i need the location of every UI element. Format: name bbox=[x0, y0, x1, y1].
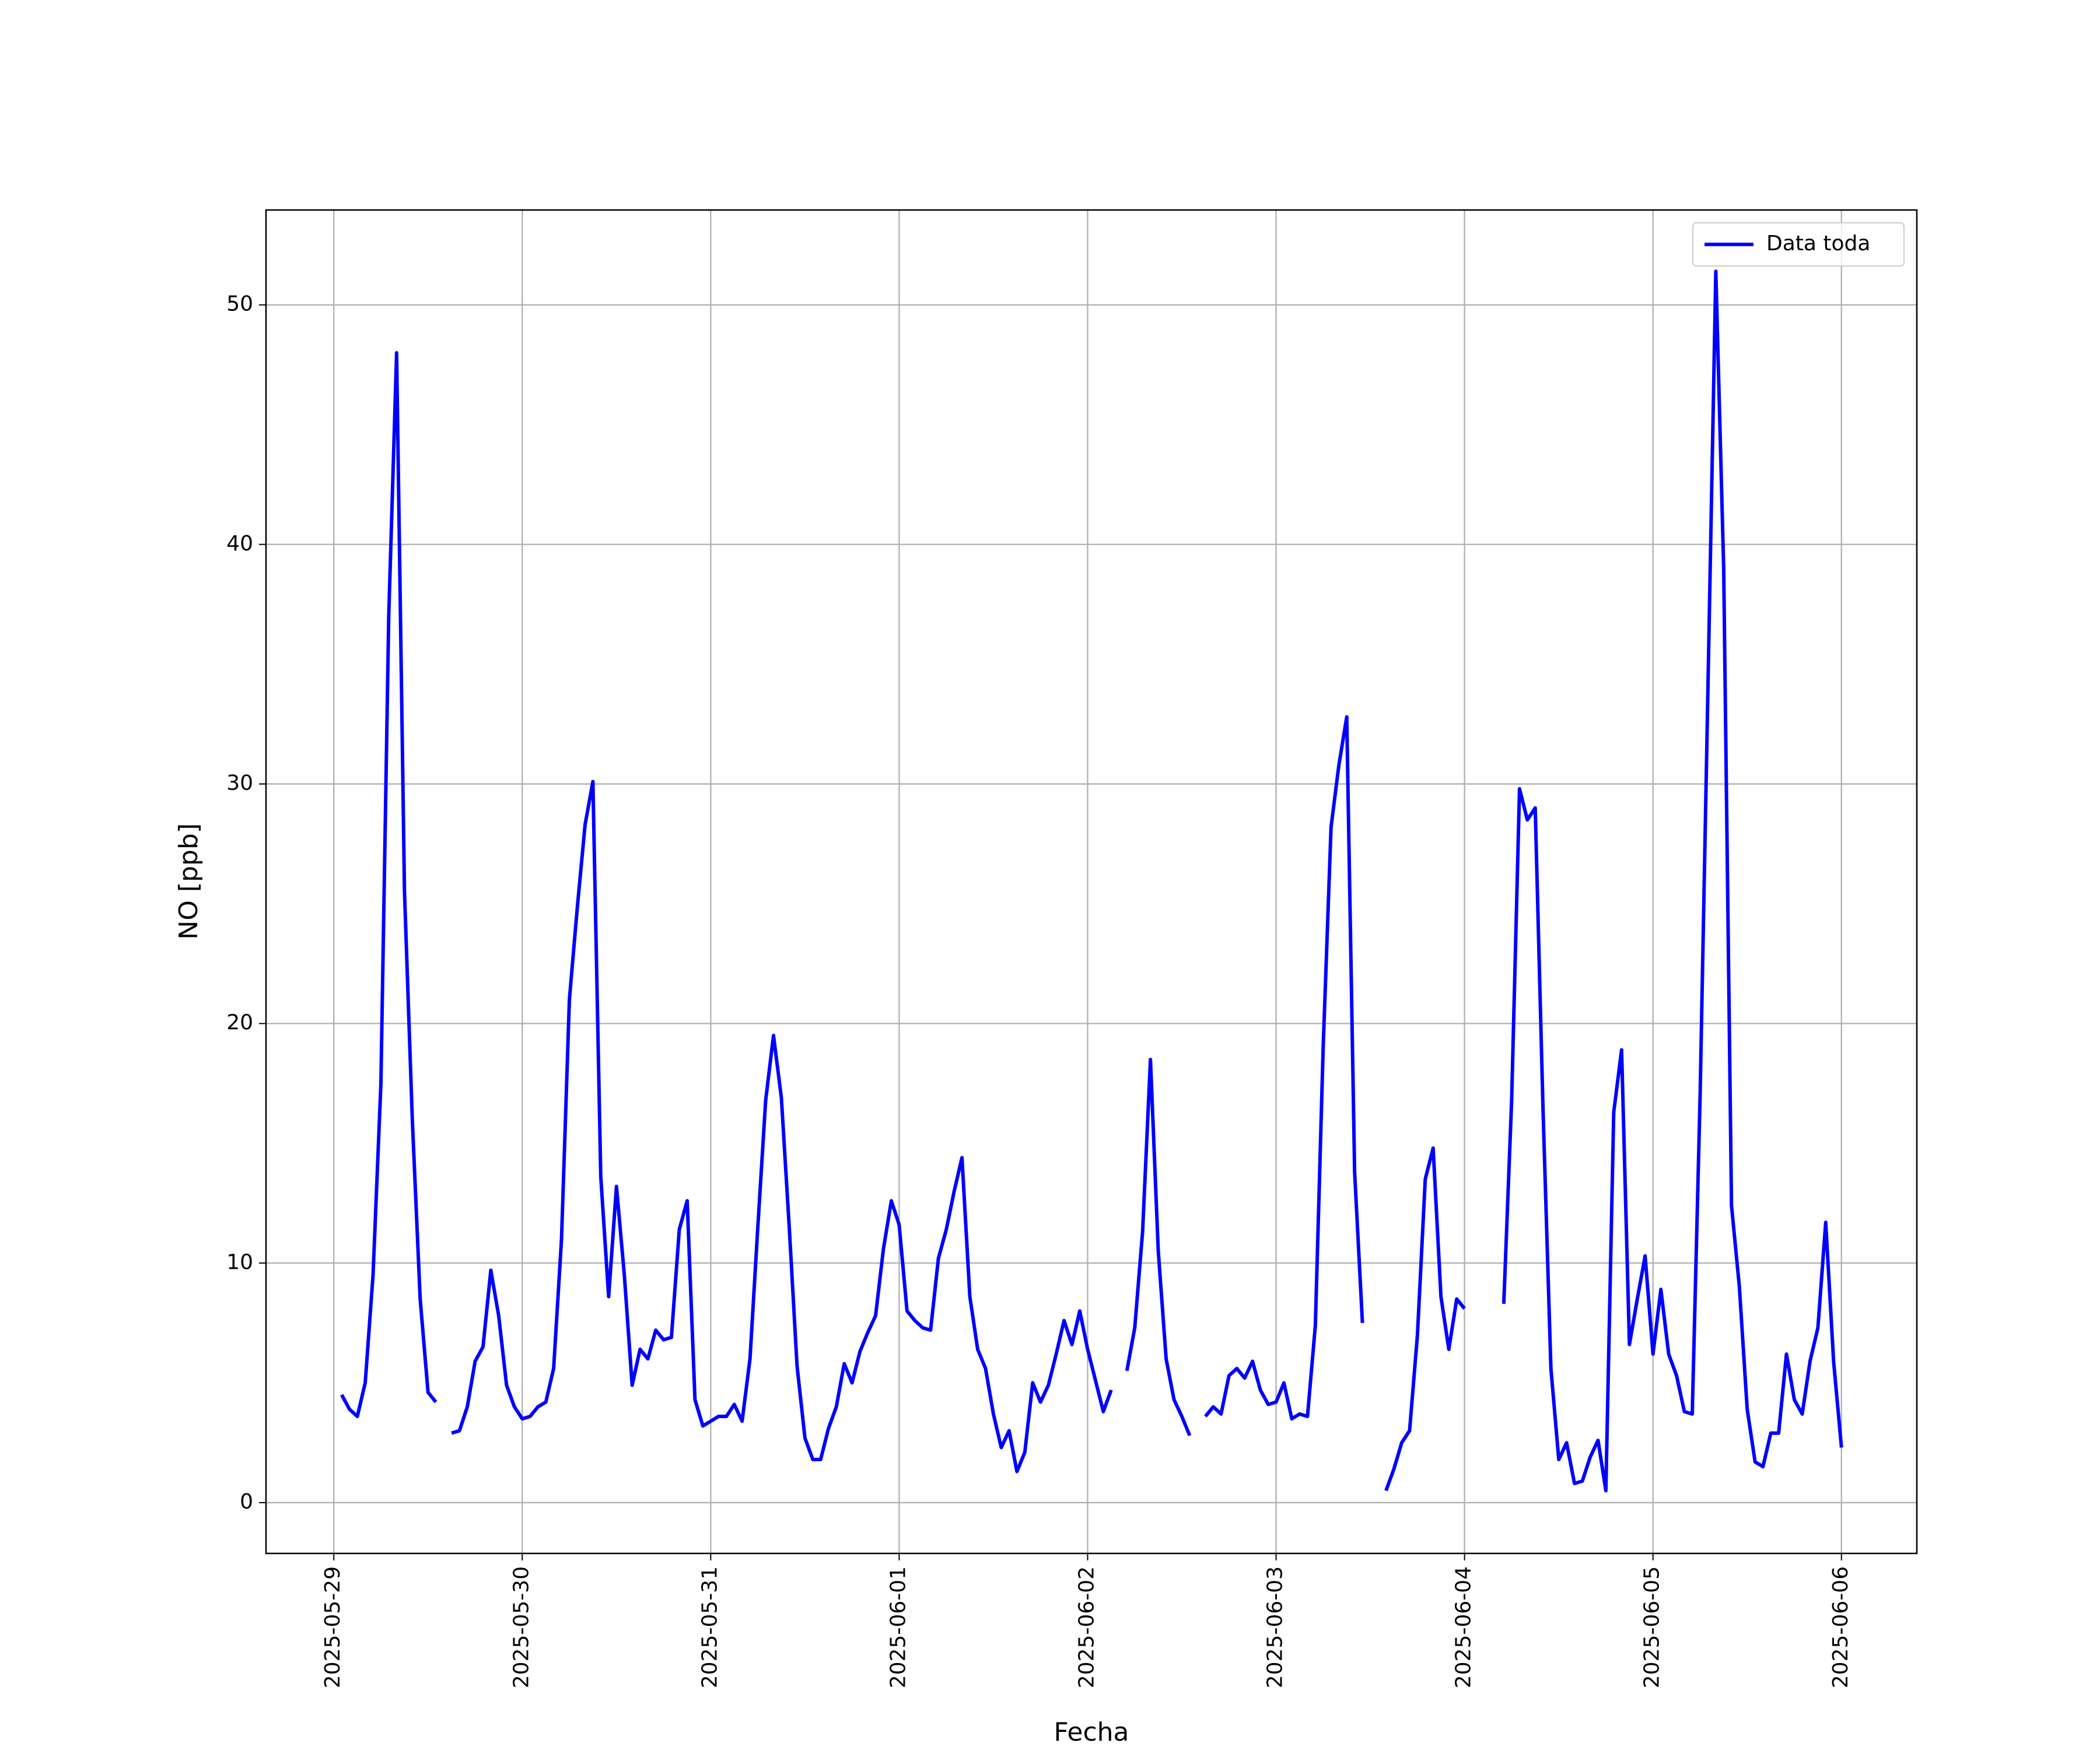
legend-box bbox=[1692, 222, 1905, 267]
plot-frame bbox=[265, 209, 1918, 1555]
y-tick-label: 0 bbox=[240, 1490, 253, 1514]
x-tick-label: 2025-06-05 bbox=[1640, 1566, 1664, 1688]
y-tick-label: 10 bbox=[226, 1250, 253, 1274]
x-tick-label: 2025-06-04 bbox=[1452, 1566, 1476, 1688]
y-tick-label: 40 bbox=[226, 531, 253, 555]
y-tick-label: 20 bbox=[226, 1011, 253, 1035]
y-axis-label: NO [ppb] bbox=[174, 823, 204, 940]
x-tick-label: 2025-05-30 bbox=[509, 1566, 533, 1688]
x-tick-label: 2025-05-29 bbox=[321, 1566, 345, 1688]
x-axis-label: Fecha bbox=[1054, 1717, 1129, 1747]
y-tick-label: 50 bbox=[226, 292, 253, 316]
x-tick-label: 2025-05-31 bbox=[698, 1566, 722, 1688]
x-tick-label: 2025-06-06 bbox=[1829, 1566, 1853, 1688]
legend-label: Data toda bbox=[1766, 232, 1870, 256]
legend: Data toda bbox=[1692, 222, 1905, 267]
x-tick-label: 2025-06-02 bbox=[1074, 1566, 1098, 1688]
y-tick-label: 30 bbox=[226, 771, 253, 795]
x-tick-label: 2025-06-01 bbox=[886, 1566, 910, 1688]
data-line bbox=[340, 270, 1843, 1493]
x-tick-label: 2025-06-03 bbox=[1264, 1566, 1287, 1688]
